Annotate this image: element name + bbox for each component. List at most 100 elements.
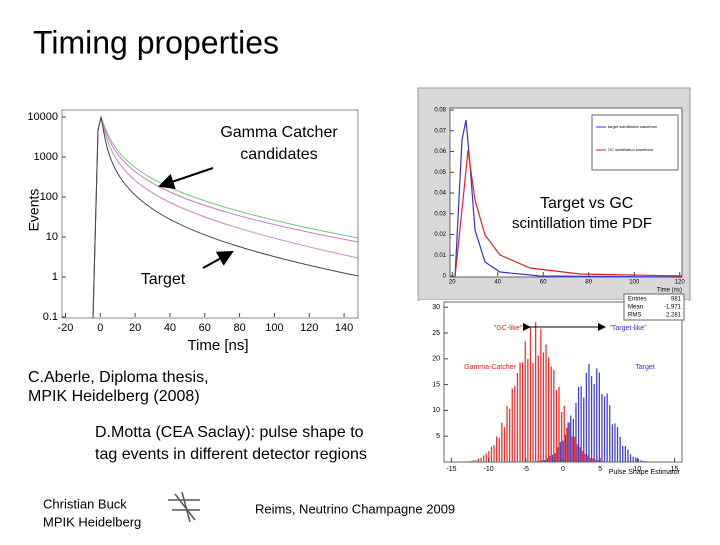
- hist-bar-blue: [601, 394, 602, 462]
- x-tick-label: -20: [58, 322, 74, 334]
- hist-bar-blue: [591, 376, 592, 462]
- hist-bar-blue: [560, 442, 561, 462]
- hist-bar-red: [522, 362, 523, 462]
- hist-bar-red: [491, 447, 492, 462]
- hist-bar-blue: [565, 435, 566, 462]
- hist-bar-blue: [581, 386, 582, 462]
- hist-bar-red: [501, 423, 502, 462]
- hist-bar-blue: [544, 460, 545, 462]
- x-tick-label: 100: [265, 322, 283, 334]
- hist-bar-blue: [573, 419, 574, 462]
- hist-bar-red: [582, 451, 583, 462]
- y-tick-label: 100: [40, 191, 58, 203]
- x-tick-label: 40: [164, 322, 176, 334]
- hist-bar-blue: [568, 422, 569, 462]
- y-tick-label: 0.03: [434, 211, 446, 217]
- stats-value: 2.281: [666, 313, 682, 319]
- hist-bar-red: [527, 359, 528, 462]
- hist-bar-red: [571, 436, 572, 462]
- hist-bar-red: [475, 460, 476, 462]
- footer-author: Christian Buck: [43, 496, 127, 511]
- hist-bar-red: [514, 386, 515, 462]
- x-tick-label: -15: [446, 466, 456, 473]
- x-tick-label: 120: [300, 322, 318, 334]
- hist-bar-blue: [643, 461, 644, 462]
- hist-bar-blue: [575, 403, 576, 462]
- hist-bar-red: [506, 406, 507, 462]
- hist-bar-red: [525, 341, 526, 462]
- hist-bar-blue: [594, 384, 595, 462]
- y-tick-label: 1: [52, 271, 58, 283]
- hist-bar-blue: [604, 396, 605, 462]
- y-tick-label: 15: [432, 381, 440, 388]
- hist-bar-red: [590, 458, 591, 462]
- x-tick-label: 0: [97, 322, 103, 334]
- hist-bar-blue: [640, 460, 641, 462]
- y-tick-label: 0.1: [43, 311, 58, 323]
- y-tick-label: 10: [46, 231, 58, 243]
- hist-bar-blue: [570, 416, 571, 462]
- hist-bar-red: [566, 428, 567, 462]
- legend-label: target scintillation waveform: [608, 124, 658, 129]
- hist-bar-red: [569, 423, 570, 462]
- y-tick-label: 0.04: [434, 191, 446, 197]
- hist-bar-blue: [536, 461, 537, 462]
- x-tick-label: -10: [484, 466, 494, 473]
- hist-bar-blue: [620, 437, 621, 462]
- hist-bar-red: [577, 444, 578, 462]
- x-tick-label: -5: [523, 466, 529, 473]
- hist-bar-red: [486, 454, 487, 462]
- x-tick-label: 5: [598, 466, 602, 473]
- x-tick-label: 40: [494, 280, 501, 286]
- logo: [168, 492, 200, 522]
- hist-bar-blue: [596, 368, 597, 462]
- hist-bar-red: [574, 437, 575, 462]
- plot-label: Target: [635, 364, 655, 371]
- x-tick-label: 0: [561, 466, 565, 473]
- hist-bar-blue: [539, 461, 540, 462]
- stats-value: -1.971: [664, 305, 682, 311]
- y-tick-label: 0.05: [434, 170, 446, 176]
- citation: tag events in different detector regions: [95, 446, 367, 463]
- y-tick-label: 0.07: [434, 128, 446, 134]
- hist-bar-blue: [625, 446, 626, 462]
- x-tick-label: 80: [233, 322, 245, 334]
- annotation: Gamma Catcher: [220, 124, 338, 141]
- plot-label: "Target-like": [609, 325, 647, 332]
- y-tick-label: 20: [432, 356, 440, 363]
- citation: C.Aberle, Diploma thesis,: [28, 369, 209, 386]
- hist-bar-blue: [646, 461, 647, 462]
- hist-bar-blue: [648, 461, 649, 462]
- hist-bar-red: [478, 458, 479, 462]
- hist-bar-blue: [614, 423, 615, 462]
- hist-bar-red: [496, 436, 497, 462]
- hist-bar-red: [587, 455, 588, 462]
- hist-bar-blue: [635, 457, 636, 462]
- hist-bar-red: [538, 356, 539, 462]
- stats-name: Mean: [628, 305, 643, 311]
- plot-heading: Target vs GC: [540, 195, 633, 212]
- plot-label: Gamma-Catcher: [464, 364, 516, 371]
- y-tick-label: 1000: [34, 151, 58, 163]
- y-tick-label: 5: [436, 433, 440, 440]
- hist-bar-red: [470, 461, 471, 462]
- hist-bar-red: [564, 406, 565, 462]
- hist-bar-red: [535, 322, 536, 462]
- x-axis-label: Time [ns]: [187, 337, 248, 354]
- hist-bar-red: [473, 460, 474, 462]
- stats-name: RMS: [628, 313, 641, 319]
- hist-bar-red: [558, 387, 559, 462]
- hist-bar-red: [517, 373, 518, 462]
- hist-bar-red: [483, 455, 484, 462]
- y-tick-label: 0.08: [434, 108, 446, 114]
- hist-bar-red: [603, 461, 604, 462]
- hist-bar-red: [561, 412, 562, 462]
- hist-bar-blue: [633, 457, 634, 462]
- hist-bar-blue: [617, 427, 618, 462]
- hist-bar-red: [584, 454, 585, 462]
- hist-bar-red: [493, 445, 494, 462]
- hist-bar-red: [512, 389, 513, 462]
- hist-bar-blue: [607, 393, 608, 462]
- plot-label: "GC-like": [494, 325, 523, 332]
- hist-bar-blue: [586, 373, 587, 462]
